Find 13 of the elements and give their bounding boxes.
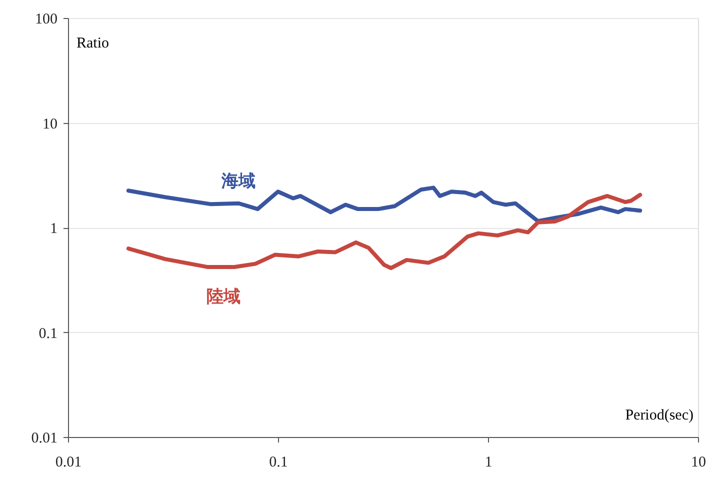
x-axis-title: Period(sec) (625, 408, 694, 424)
series-label: 海域 (220, 171, 256, 190)
x-tick-label: 0.01 (55, 454, 82, 470)
x-tick-label: 10 (691, 454, 706, 470)
y-tick-label: 0.01 (31, 430, 58, 446)
y-axis-title: Ratio (76, 36, 109, 52)
y-tick-label: 100 (35, 12, 58, 28)
y-tick-label: 1 (50, 221, 58, 237)
x-tick-label: 1 (484, 454, 492, 470)
series-label: 陸域 (206, 286, 240, 306)
y-tick-label: 0.1 (38, 326, 58, 342)
x-tick-label: 0.1 (269, 454, 288, 470)
y-tick-label: 10 (42, 116, 58, 132)
